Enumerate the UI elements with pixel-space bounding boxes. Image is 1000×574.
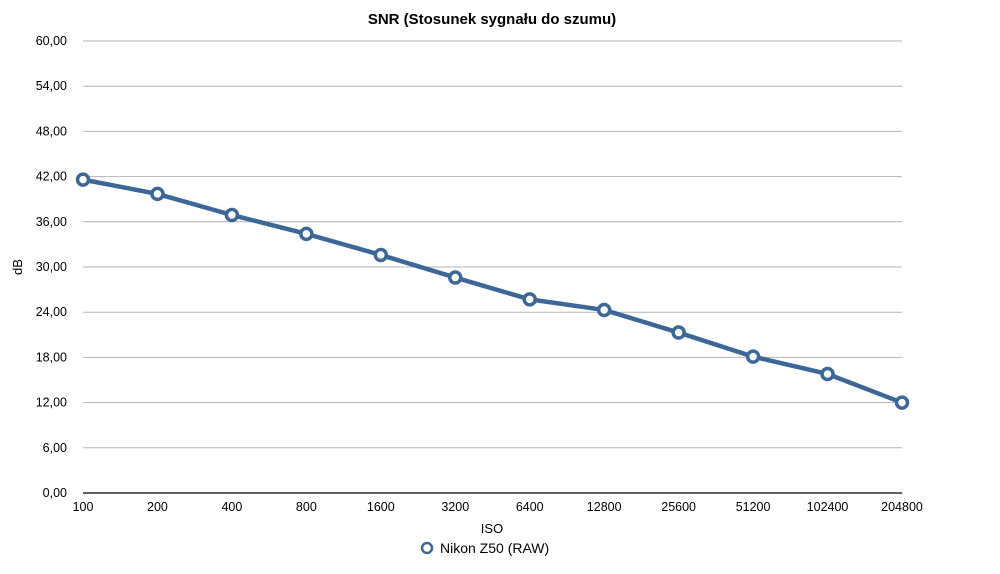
legend-series-label: Nikon Z50 (RAW) — [440, 540, 549, 556]
x-axis-label: ISO — [481, 521, 503, 536]
y-tick-label: 12,00 — [36, 396, 67, 410]
legend: Nikon Z50 (RAW) — [420, 540, 549, 556]
x-tick-label: 6400 — [516, 500, 544, 514]
data-point — [75, 172, 91, 187]
y-tick-label: 48,00 — [36, 124, 67, 138]
x-tick-label: 200 — [147, 500, 168, 514]
x-tick-labels: 100 200 400 800 1600 3200 6400 12800 25600 51200 1… — [73, 500, 923, 514]
data-point — [299, 226, 314, 242]
x-tick-label: 1600 — [367, 500, 395, 514]
y-axis-label: dB — [10, 259, 25, 275]
x-tick-label: 51200 — [736, 500, 771, 514]
data-point — [448, 270, 463, 285]
y-tick-label: 6,00 — [43, 441, 67, 455]
y-tick-label: 54,00 — [36, 79, 67, 93]
x-tick-label: 204800 — [881, 500, 923, 514]
data-point — [150, 186, 165, 202]
x-tick-label: 100 — [73, 500, 94, 514]
x-tick-label: 12800 — [587, 500, 622, 514]
series-nikon-z50-raw — [75, 172, 910, 410]
data-point — [820, 366, 835, 382]
data-point — [596, 302, 612, 318]
x-tick-label: 102400 — [807, 500, 849, 514]
y-tick-label: 0,00 — [43, 486, 67, 500]
legend-marker-icon — [420, 541, 434, 555]
y-tick-label: 60,00 — [36, 34, 67, 48]
x-tick-label: 400 — [221, 500, 242, 514]
gridlines — [83, 40, 902, 449]
y-tick-label: 24,00 — [36, 305, 67, 319]
y-tick-label: 36,00 — [36, 215, 67, 229]
data-point — [894, 395, 910, 410]
y-tick-label: 30,00 — [36, 260, 67, 274]
x-tick-label: 25600 — [661, 500, 696, 514]
y-tick-labels: 0,00 6,00 12,00 18,00 24,00 30,00 36,00 42,00 48… — [36, 34, 67, 500]
chart-title: SNR (Stosunek sygnału do szumu) — [368, 11, 616, 28]
y-tick-label: 18,00 — [36, 350, 67, 364]
data-point — [373, 247, 389, 263]
series-line — [80, 177, 905, 405]
data-point — [671, 325, 686, 340]
y-tick-label: 42,00 — [36, 170, 67, 184]
x-tick-label: 800 — [296, 500, 317, 514]
data-point — [745, 349, 761, 364]
data-point — [522, 292, 537, 307]
x-tick-label: 3200 — [441, 500, 469, 514]
data-point — [224, 207, 240, 223]
